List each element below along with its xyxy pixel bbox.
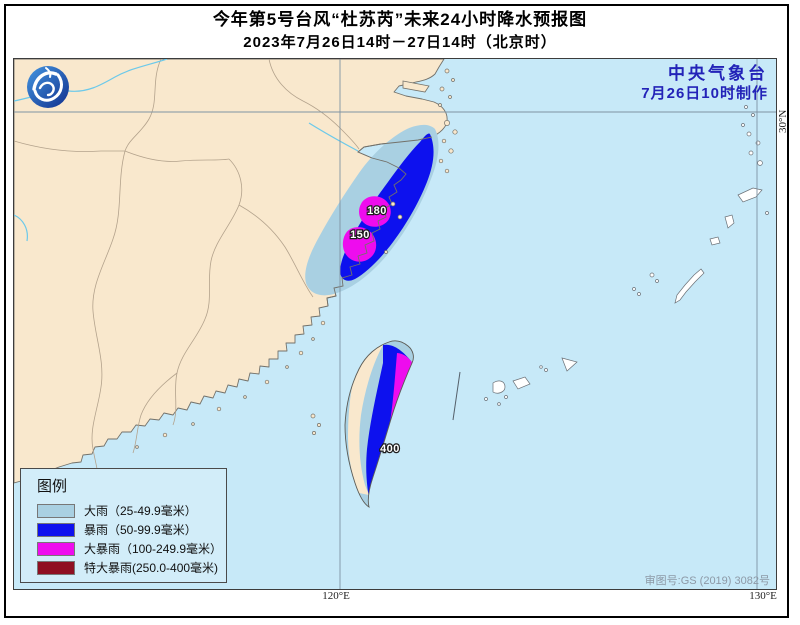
agency-name: 中央气象台 [668,64,768,83]
miyako-island [512,376,531,390]
title-block: 今年第5号台风“杜苏芮”未来24小时降水预报图 2023年7月26日14时－27… [0,8,800,54]
extreme-rainstorm-swatch [37,560,75,575]
graticule [14,59,776,589]
page-title: 今年第5号台风“杜苏芮”未来24小时降水预报图 [212,10,588,29]
taiwan-dry-land [348,341,384,495]
longitude-label-130e: 130°E [749,590,777,602]
longitude-label-120e: 120°E [322,590,350,602]
ishigaki-island [492,380,506,394]
legend-label: 暴雨（50-99.9毫米） [84,523,197,537]
taiwan-outline [344,340,414,508]
heavy-rainstorm-spot-150 [342,227,377,262]
legend-row-rainstorm: 暴雨（50-99.9毫米） [37,520,226,539]
agency-credit: 中央气象台 7月26日10时制作 [641,64,768,104]
amami-island [737,187,763,203]
ryukyu-islands [484,87,769,406]
rain-label-180: 180 [367,205,387,217]
legend-label: 特大暴雨(250.0-400毫米) [84,561,219,575]
legend-row-heavy-rainstorm: 大暴雨（100-249.9毫米） [37,539,226,558]
legend-title: 图例 [37,478,68,495]
legend-row-extreme-rainstorm: 特大暴雨(250.0-400毫米) [37,558,226,577]
rain-area-zhejiang [305,124,439,307]
coastal-islets [384,201,403,254]
okinawa-island [674,268,705,304]
page-subtitle: 2023年7月26日14时－27日14时（北京时） [243,34,557,51]
province-boundaries [14,59,360,484]
issue-time: 7月26日10时制作 [641,85,768,102]
legend-label: 大雨（25-49.9毫米） [84,504,197,518]
chongming-island [402,80,430,93]
map-approval-number: 审图号:GS (2019) 3082号 [644,575,770,587]
china-offshore-islands [135,68,458,449]
legend-row-heavy-rain: 大雨（25-49.9毫米） [37,501,226,520]
heavy-rain-swatch [37,503,75,518]
rain-label-400: 400 [380,443,400,455]
rain-amount-labels: 180 150 400 [349,204,401,456]
heavy-rainstorm-spot-180 [359,196,391,227]
heavy-rainstorm-swatch [37,541,75,556]
penghu-islands [310,413,321,435]
rainstorm-swatch [37,522,75,537]
rain-label-150: 150 [350,229,370,241]
latitude-label-30n: 30°N [777,109,789,133]
legend-label: 大暴雨（100-249.9毫米） [84,542,223,556]
legend-box: 图例 大雨（25-49.9毫米） 暴雨（50-99.9毫米） 大暴雨（100-2… [20,468,227,583]
sea-boundary-line [452,371,461,421]
nmc-logo-icon [27,66,69,108]
